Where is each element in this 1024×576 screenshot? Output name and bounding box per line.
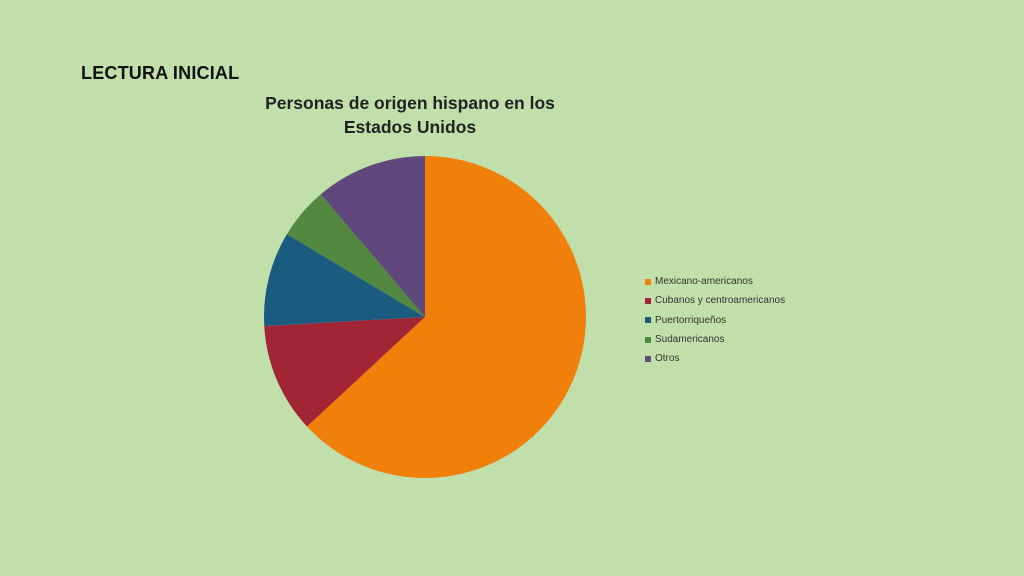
chart-legend: Mexicano-americanos Cubanos y centroameri… <box>645 272 785 368</box>
legend-swatch <box>645 317 651 324</box>
legend-item: Mexicano-americanos <box>645 272 785 291</box>
legend-swatch <box>645 336 651 343</box>
legend-item: Cubanos y centroamericanos <box>645 291 785 310</box>
legend-item: Puertorriqueños <box>645 311 785 330</box>
legend-swatch <box>645 355 651 362</box>
pie-slice-mexicano-americanos <box>306 156 586 478</box>
chart-title-line-1: Personas de origen hispano en los <box>265 93 555 113</box>
legend-label: Cubanos y centroamericanos <box>655 295 786 307</box>
legend-label: Mexicano-americanos <box>655 276 753 288</box>
legend-item: Sudamericanos <box>645 330 785 349</box>
legend-item: Otros <box>645 349 785 368</box>
slide-heading: LECTURA INICIAL <box>81 63 240 83</box>
pie-slice-otros <box>320 156 425 317</box>
legend-label: Otros <box>655 353 680 365</box>
legend-swatch <box>645 278 651 285</box>
legend-label: Puertorriqueños <box>655 314 727 326</box>
legend-label: Sudamericanos <box>655 334 725 346</box>
chart-title-line-2: Estados Unidos <box>343 117 477 137</box>
pie-slice-sudamericanos <box>286 194 425 317</box>
legend-swatch <box>645 297 651 304</box>
chart-title: Personas de origen hispano en los Estado… <box>240 91 580 139</box>
pie-slice-cubanos-y-centroamericanos <box>264 317 425 427</box>
pie-chart <box>264 156 586 478</box>
pie-slice-puertorriquenos <box>264 234 425 327</box>
